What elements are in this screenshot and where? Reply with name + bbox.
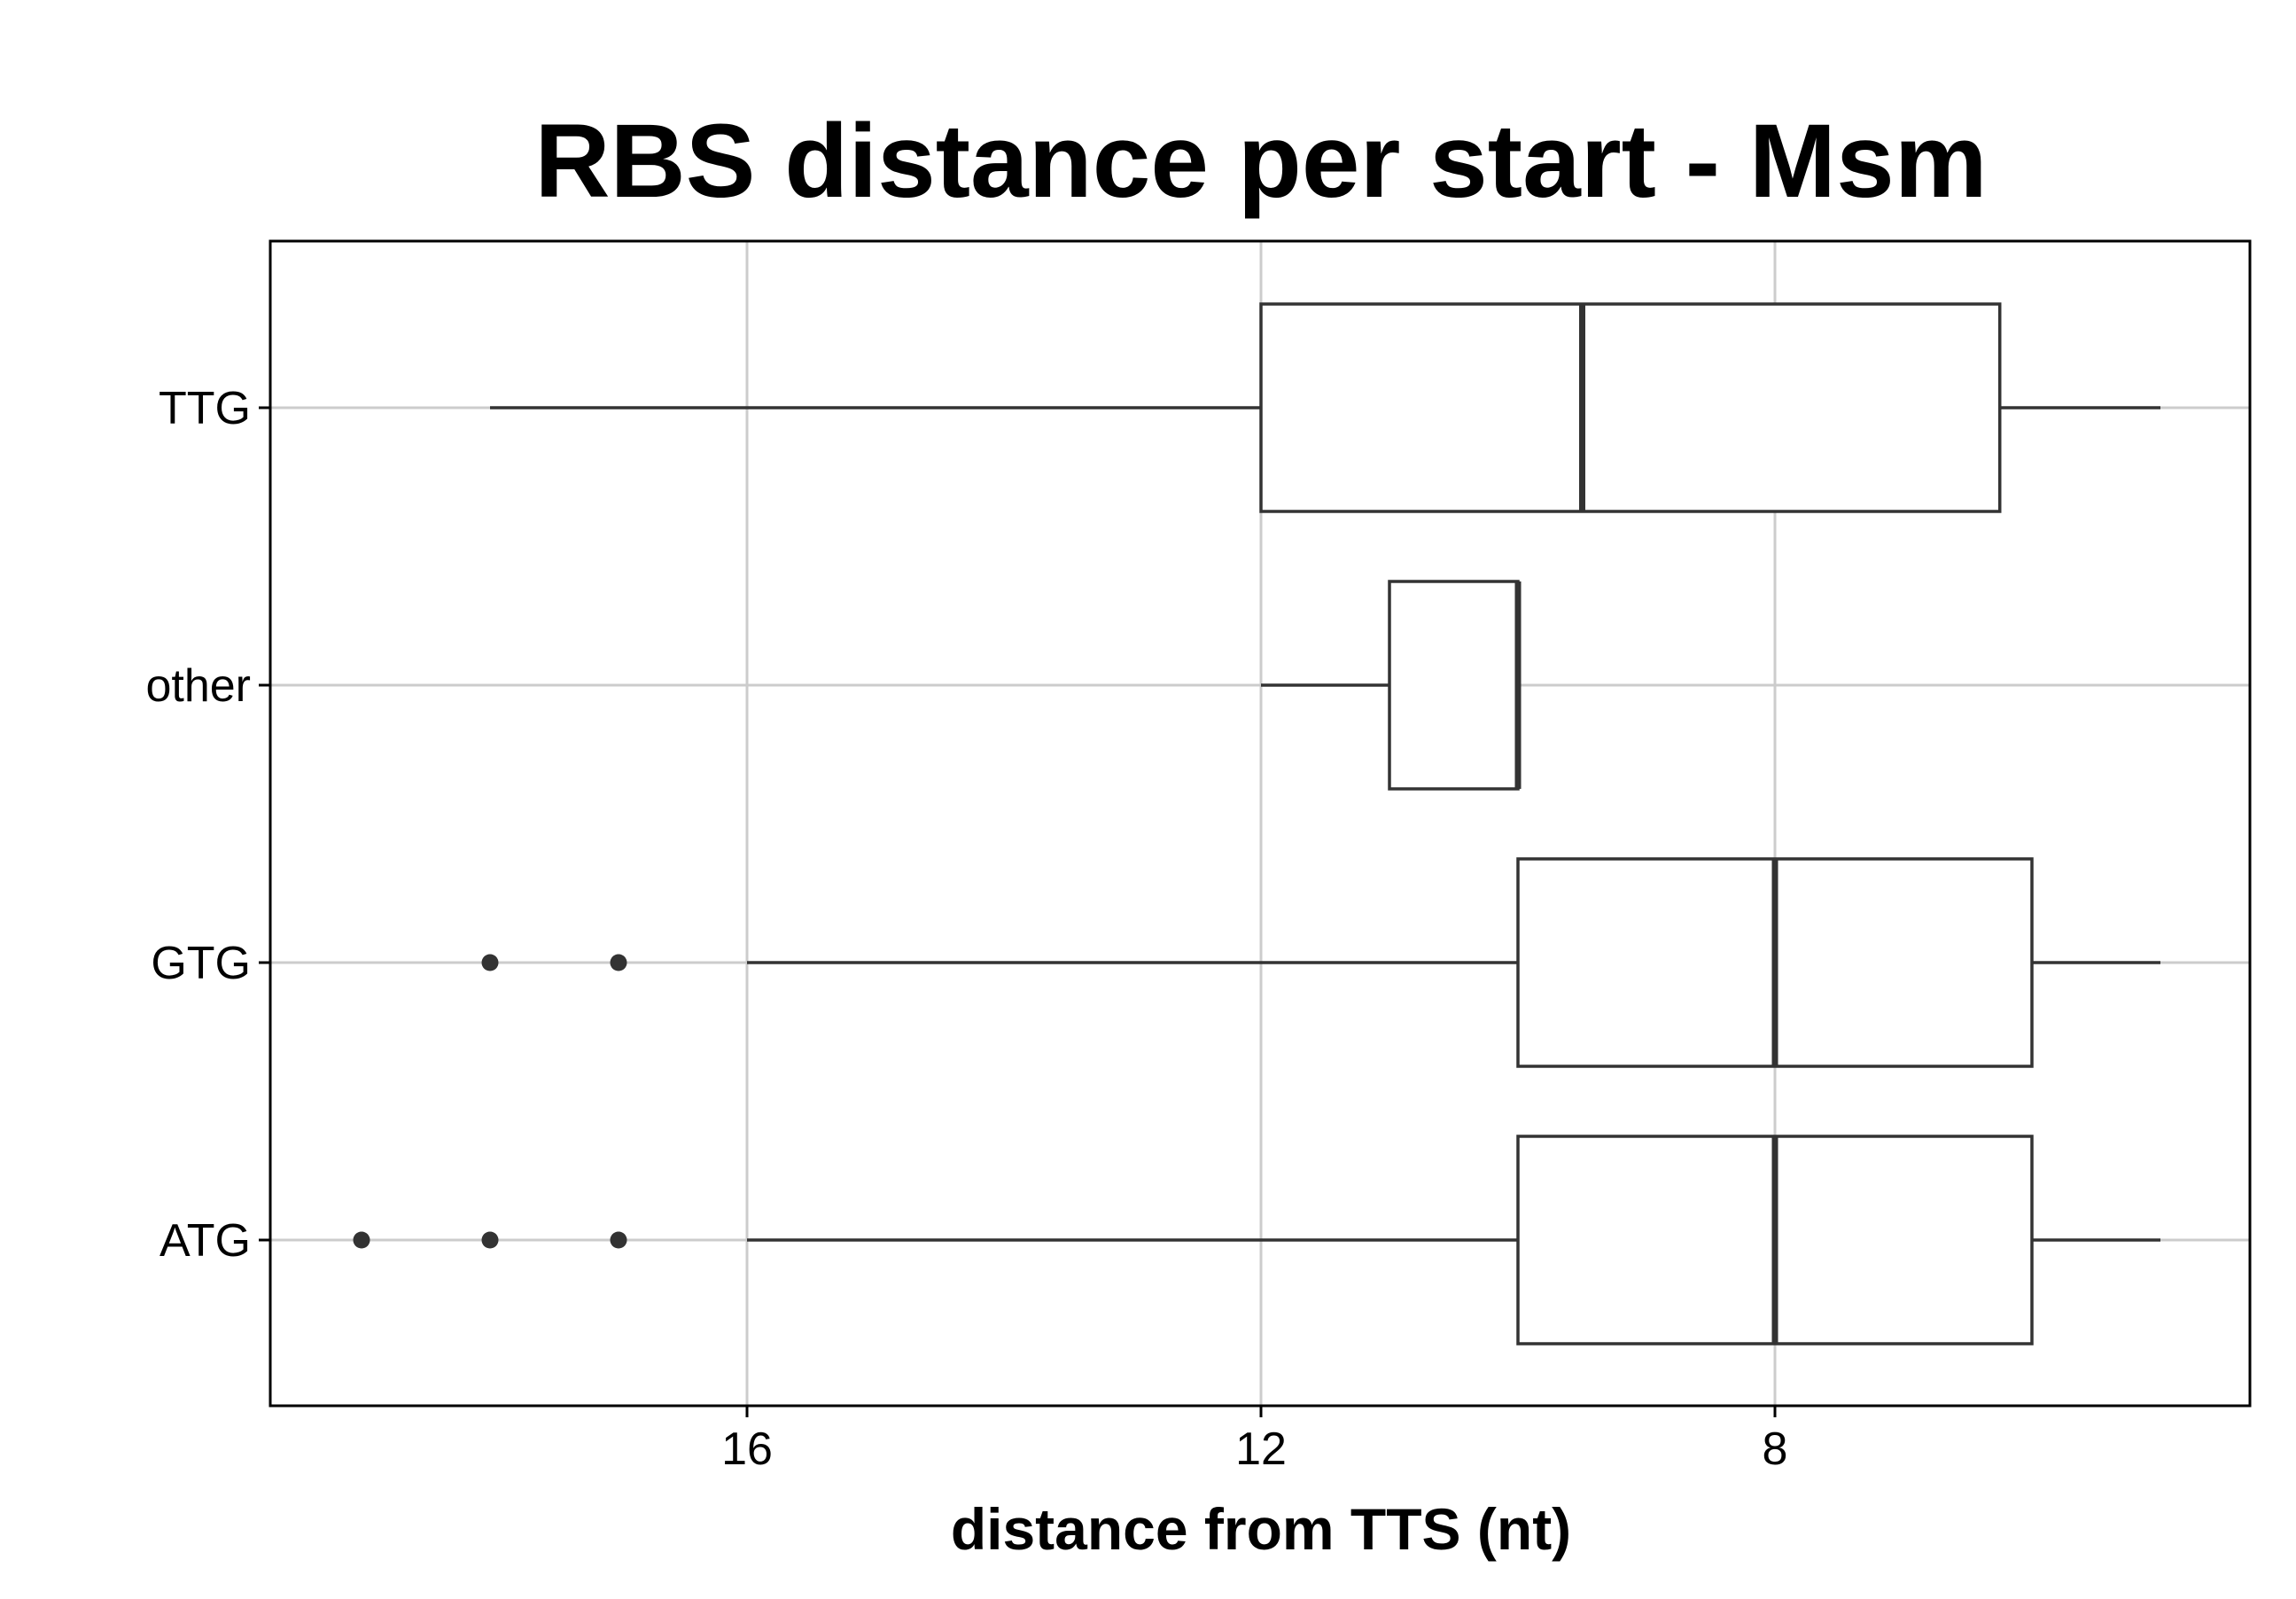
chart-title: RBS distance per start - Msm: [534, 103, 1987, 220]
y-tick-label: ATG: [160, 1215, 251, 1267]
box-atg: [353, 1135, 2160, 1346]
box-gtg: [481, 857, 2160, 1068]
x-tick-label: 8: [1763, 1424, 1788, 1475]
y-tick-label: other: [145, 660, 251, 712]
x-tick-label: 12: [1235, 1424, 1287, 1475]
outlier-point: [353, 1231, 370, 1249]
x-axis-title: distance from TTS (nt): [951, 1496, 1571, 1562]
axes: 16 12 8 TTG other GTG ATG: [145, 383, 1787, 1475]
y-tick-label: GTG: [151, 938, 251, 989]
box-ttg: [490, 302, 2160, 513]
outlier-point: [481, 954, 499, 971]
box-body: [1388, 580, 1520, 791]
box-body: [1259, 302, 2002, 513]
outlier-point: [610, 954, 627, 971]
box-series: [353, 302, 2160, 1346]
outlier-point: [481, 1231, 499, 1249]
x-tick-label: 16: [721, 1424, 773, 1475]
box-other: [1261, 580, 1522, 791]
y-tick-label: TTG: [159, 383, 251, 434]
outlier-point: [610, 1231, 627, 1249]
